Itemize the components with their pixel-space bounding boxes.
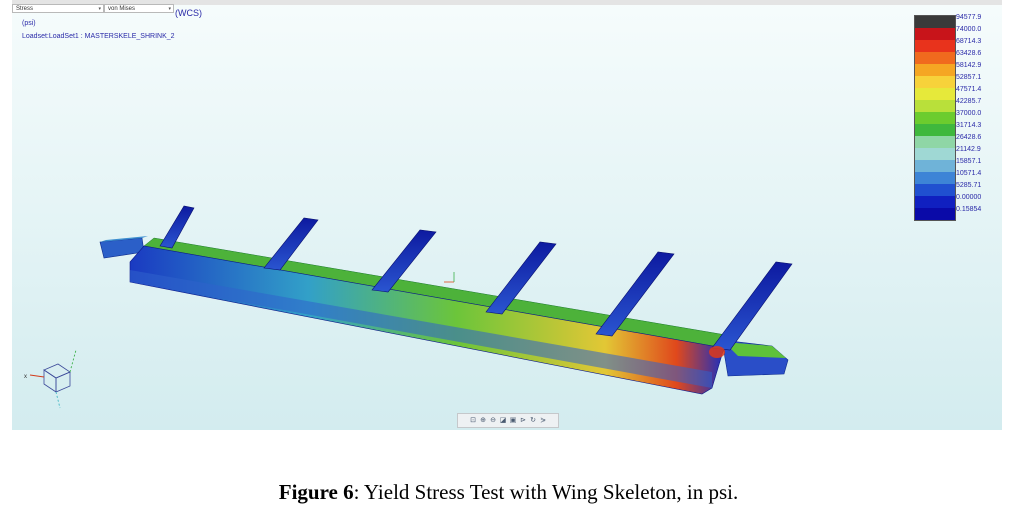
title-strip: [12, 0, 1002, 5]
pan-icon[interactable]: ◪: [499, 417, 507, 424]
triad-x-axis: [29, 374, 45, 378]
figure-text: : Yield Stress Test with Wing Skeleton, …: [353, 480, 739, 504]
rib-4: [485, 241, 557, 315]
legend-swatch: [915, 64, 955, 76]
cube-icon: [43, 363, 71, 393]
triad-z-axis: [55, 391, 61, 409]
spar-tip-tab-top: [724, 342, 786, 358]
legend-swatch: [915, 112, 955, 124]
legend-value: 21142.9: [956, 146, 981, 153]
named-view-icon[interactable]: ⋟: [540, 417, 546, 424]
legend-value: 63428.6: [956, 50, 982, 57]
figure-caption: Figure 6: Yield Stress Test with Wing Sk…: [0, 480, 1017, 505]
legend-swatch: [915, 28, 955, 40]
result-type-select[interactable]: Stress ▾: [12, 4, 104, 13]
legend-value: 37000.0: [956, 110, 982, 117]
legend-swatch: [915, 208, 955, 220]
spar-lower-band: [130, 270, 712, 388]
legend-value: 31714.3: [956, 122, 982, 129]
triad-y-axis: [69, 349, 77, 373]
legend-value: 0.00000: [956, 194, 982, 201]
refit-icon[interactable]: ⊡: [470, 417, 476, 424]
zoom-in-icon[interactable]: ⊕: [480, 417, 486, 424]
legend-value: 47571.4: [956, 86, 982, 93]
legend-swatch: [915, 88, 955, 100]
rib-5: [595, 251, 675, 337]
legend-swatch: [915, 136, 955, 148]
legend-labels: 94577.9 74000.0 68714.3 63428.6 58142.9 52857…: [956, 12, 981, 216]
graphics-viewport[interactable]: Stress ▾ von Mises ▾ (WCS) (psi) Loadset…: [12, 0, 1002, 430]
zoom-out-icon[interactable]: ⊖: [490, 417, 496, 424]
legend-value: 10571.4: [956, 170, 982, 177]
legend-value: 42285.7: [956, 98, 982, 105]
view-toolbar: ⊡ ⊕ ⊖ ◪ ▣ ⊳ ↻ ⋟: [457, 413, 559, 428]
legend-value: 5285.71: [956, 182, 982, 189]
legend-swatch: [915, 148, 955, 160]
max-stress-hotspot: [709, 346, 725, 358]
loadset-label: Loadset:LoadSet1 : MASTERSKELE_SHRINK_2: [22, 33, 175, 40]
legend-swatch: [915, 76, 955, 88]
component-value: von Mises: [108, 6, 136, 12]
legend-swatch: [915, 16, 955, 28]
coordinate-system-label: (WCS): [175, 8, 202, 18]
legend-value: 68714.3: [956, 38, 982, 45]
legend-color-bar: [914, 15, 956, 221]
orientation-triad[interactable]: x: [20, 340, 90, 420]
legend-swatch: [915, 40, 955, 52]
legend-value: 52857.1: [956, 74, 982, 81]
zoom-box-icon[interactable]: ▣: [509, 417, 517, 424]
legend-swatch: [915, 184, 955, 196]
chevron-down-icon: ▾: [98, 6, 101, 12]
units-label: (psi): [22, 20, 36, 27]
chevron-down-icon: ▾: [168, 6, 171, 12]
legend-swatch: [915, 100, 955, 112]
rib-3: [371, 229, 437, 293]
legend-value: 26428.6: [956, 134, 982, 141]
legend-swatch: [915, 124, 955, 136]
orient-icon[interactable]: ⊳: [520, 417, 526, 424]
wing-skeleton-model[interactable]: [12, 0, 1002, 430]
rib-1: [159, 205, 195, 249]
figure-label: Figure 6: [278, 480, 354, 504]
legend-value: 15857.1: [956, 158, 982, 165]
triad-x-label: x: [24, 374, 27, 380]
legend-swatch: [915, 160, 955, 172]
legend-value: 0.15854: [956, 206, 982, 213]
component-select[interactable]: von Mises ▾: [104, 4, 174, 13]
legend-swatch: [915, 196, 955, 208]
rib-6: [711, 261, 793, 351]
legend-value: 58142.9: [956, 62, 982, 69]
legend-value: 74000.0: [956, 26, 982, 33]
result-type-value: Stress: [16, 6, 34, 12]
legend-swatch: [915, 172, 955, 184]
rib-2: [263, 217, 319, 271]
legend-value: 94577.9: [956, 14, 982, 21]
spin-icon[interactable]: ↻: [530, 417, 536, 424]
legend-swatch: [915, 52, 955, 64]
spar-root-tab-top: [100, 236, 148, 242]
